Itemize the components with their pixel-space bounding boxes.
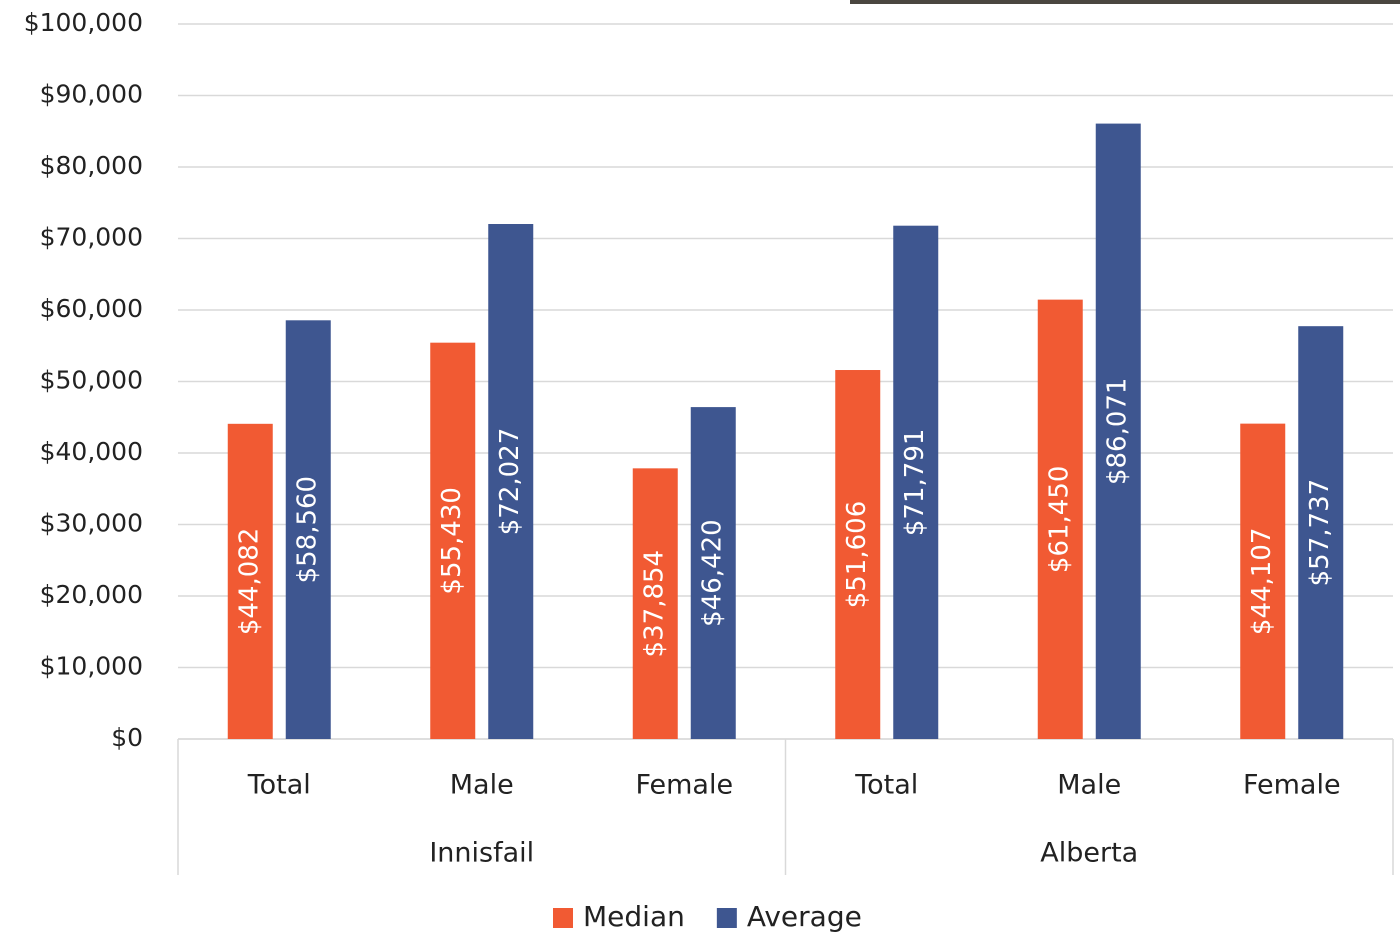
x-tick-label: Male (450, 770, 514, 801)
legend-swatch (553, 908, 573, 928)
bar (690, 407, 736, 739)
bar (285, 320, 331, 739)
value-label: $46,420 (698, 519, 728, 627)
value-label: $44,107 (1247, 528, 1277, 636)
legend-swatch (716, 908, 737, 928)
group-label: Alberta (1040, 838, 1138, 869)
value-label: $37,854 (640, 550, 670, 658)
value-label: $86,071 (1103, 378, 1133, 486)
y-tick-label: $20,000 (40, 580, 143, 609)
x-tick-label: Female (1243, 770, 1341, 801)
y-tick-label: $70,000 (40, 223, 143, 252)
y-tick-label: $10,000 (40, 652, 143, 681)
y-tick-label: $80,000 (40, 151, 143, 180)
bar (1037, 299, 1083, 739)
x-tick-label: Total (854, 770, 918, 801)
y-tick-label: $100,000 (24, 8, 143, 37)
value-label: $72,027 (495, 428, 525, 536)
y-tick-label: $90,000 (40, 80, 143, 109)
y-tick-label: $60,000 (40, 294, 143, 323)
bar (488, 224, 534, 739)
y-tick-label: $40,000 (40, 437, 143, 466)
value-label: $61,450 (1045, 466, 1075, 574)
y-tick-label: $0 (111, 723, 143, 752)
bar (893, 225, 939, 740)
value-label: $58,560 (293, 476, 323, 584)
legend-label: Average (747, 900, 862, 933)
group-label: Innisfail (429, 838, 534, 869)
legend-label: Median (583, 900, 685, 933)
y-tick-label: $30,000 (40, 509, 143, 538)
value-label: $55,430 (437, 487, 467, 595)
x-tick-label: Total (247, 770, 311, 801)
bar (227, 423, 273, 739)
bar (632, 468, 678, 739)
x-tick-label: Male (1057, 770, 1121, 801)
bar (1298, 326, 1344, 739)
bar (1095, 123, 1141, 739)
value-label: $44,082 (235, 528, 265, 636)
value-label: $71,791 (900, 429, 930, 537)
value-label: $57,737 (1305, 479, 1335, 587)
bar (835, 370, 881, 739)
x-tick-label: Female (635, 770, 733, 801)
value-label: $51,606 (842, 501, 872, 609)
photo-edge (850, 0, 1400, 4)
bar (430, 342, 476, 739)
y-tick-label: $50,000 (40, 366, 143, 395)
bar (1240, 423, 1286, 739)
